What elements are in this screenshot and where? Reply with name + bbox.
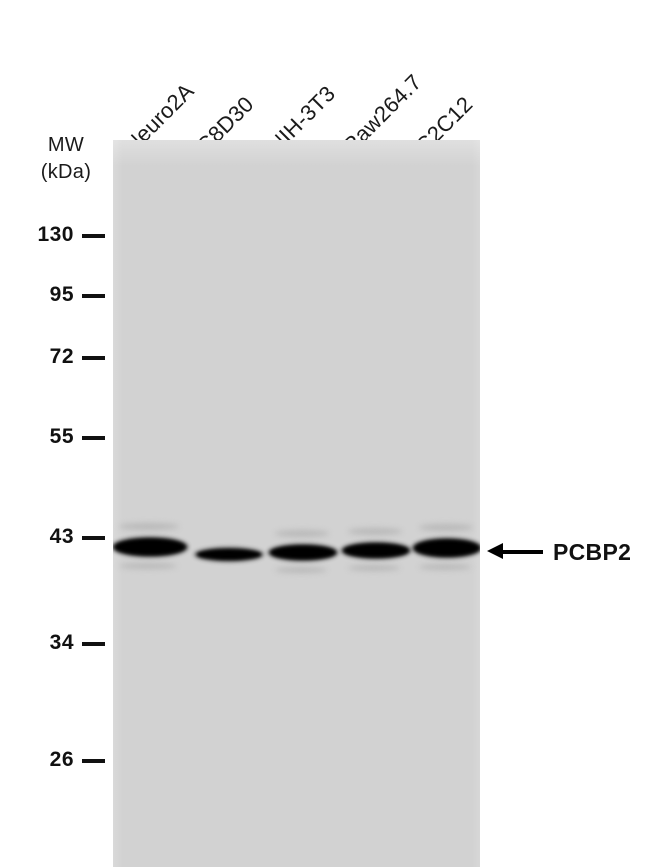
mw-marker-label: 130 [37, 223, 74, 246]
mw-marker: 72 [0, 344, 105, 370]
mw-marker-label: 95 [49, 283, 74, 306]
mw-marker: 55 [0, 424, 105, 450]
band-smudge [419, 524, 473, 531]
mw-marker: 26 [0, 747, 105, 773]
mw-marker-tick [82, 294, 105, 298]
arrow-head [487, 543, 503, 559]
mw-marker-tick [82, 436, 105, 440]
mw-marker-label: 26 [49, 748, 74, 771]
protein-band [271, 546, 335, 559]
membrane-sheen [113, 140, 480, 867]
protein-band [115, 539, 185, 555]
mw-marker-label: 72 [49, 345, 74, 368]
band-smudge [348, 528, 402, 535]
protein-band [197, 549, 261, 560]
mw-marker: 95 [0, 282, 105, 308]
mw-marker: 130 [0, 222, 105, 248]
blot-membrane [113, 140, 480, 867]
mw-marker: 43 [0, 524, 105, 550]
band-smudge [348, 565, 400, 571]
mw-axis-title-line2: (kDa) [40, 161, 92, 183]
protein-band [415, 540, 479, 556]
mw-marker-tick [82, 356, 105, 360]
band-smudge [275, 567, 327, 573]
mw-marker-tick [82, 536, 105, 540]
mw-marker-label: 34 [49, 631, 74, 654]
mw-axis-title: MW (kDa) [28, 132, 104, 186]
protein-name-label: PCBP2 [553, 538, 632, 565]
mw-marker-label: 55 [49, 425, 74, 448]
band-smudge [275, 530, 329, 537]
mw-marker-tick [82, 759, 105, 763]
protein-annotation: PCBP2 [487, 536, 631, 568]
band-smudge [119, 563, 177, 569]
mw-marker-label: 43 [49, 525, 74, 548]
band-smudge [119, 523, 179, 530]
mw-marker: 34 [0, 630, 105, 656]
arrow-left-icon [487, 542, 543, 562]
arrow-shaft [501, 550, 543, 554]
mw-marker-tick [82, 642, 105, 646]
band-smudge [419, 564, 471, 570]
mw-marker-tick [82, 234, 105, 238]
mw-axis-title-line1: MW [47, 134, 85, 156]
protein-band [344, 544, 408, 557]
